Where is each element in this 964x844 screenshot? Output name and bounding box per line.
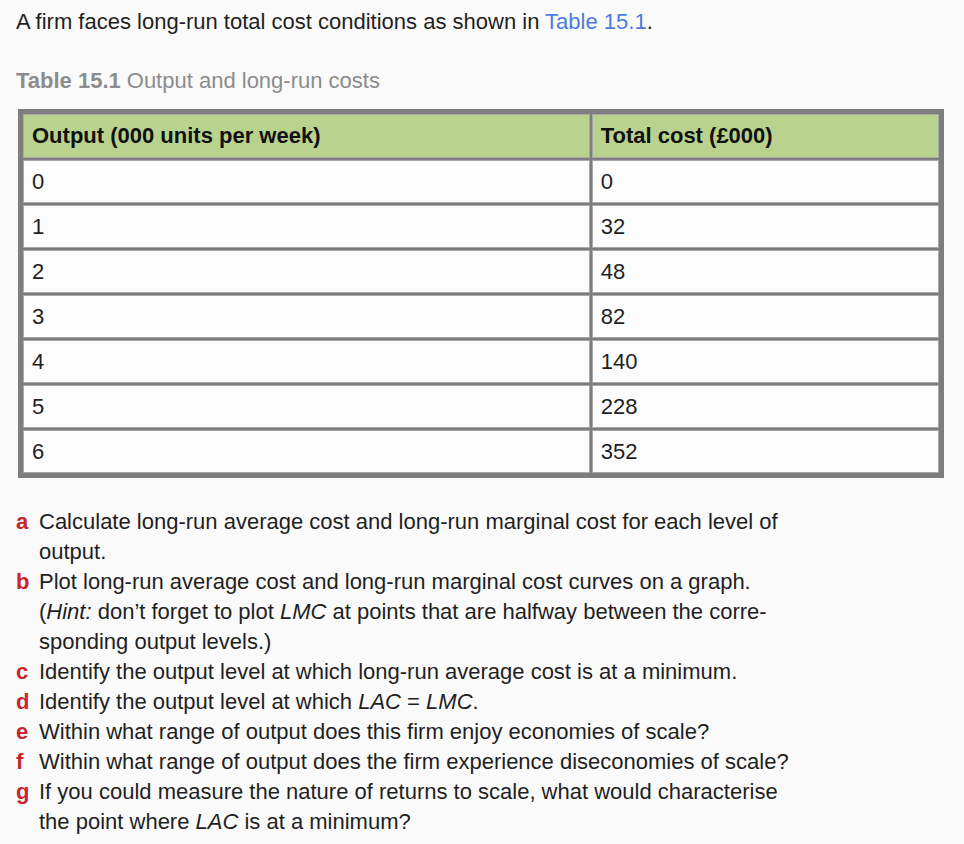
cost-cell: 228 — [592, 385, 939, 428]
question-letter: c — [16, 657, 28, 687]
text-segment: the point where — [39, 809, 196, 834]
question-text: Plot long-run average cost and long-run … — [39, 569, 767, 654]
costs-table: Output (000 units per week)Total cost (£… — [18, 109, 944, 478]
table-header-output: Output (000 units per week) — [23, 114, 590, 158]
output-cell: 2 — [23, 250, 590, 293]
question-text: Identify the output level at which long-… — [39, 659, 737, 684]
question-item-d: d Identify the output level at which LAC … — [16, 687, 948, 717]
output-cell: 0 — [23, 160, 590, 203]
cost-cell: 32 — [592, 205, 939, 248]
question-item-e: e Within what range of output does this f… — [16, 717, 948, 747]
text-segment: sponding output levels.) — [39, 629, 271, 654]
text-segment: A firm faces long-run total cost conditi… — [16, 9, 545, 34]
question-item-a: a Calculate long-run average cost and lon… — [16, 507, 948, 567]
table-row: 5228 — [23, 385, 939, 428]
text-segment: Calculate long-run average cost and long… — [39, 509, 778, 534]
text-segment: is at a minimum? — [238, 809, 410, 834]
text-segment: . — [473, 689, 479, 714]
question-item-c: c Identify the output level at which long… — [16, 657, 948, 687]
question-letter: d — [16, 687, 29, 717]
question-text: If you could measure the nature of retur… — [39, 779, 778, 834]
text-segment: at points that are halfway between the c… — [326, 599, 766, 624]
table-caption-number: Table 15.1 — [16, 68, 121, 93]
text-segment: . — [647, 9, 653, 34]
questions-list: a Calculate long-run average cost and lon… — [16, 507, 948, 837]
cost-cell: 82 — [592, 295, 939, 338]
cost-cell: 48 — [592, 250, 939, 293]
table-row: 4140 — [23, 340, 939, 383]
table-row: 6352 — [23, 430, 939, 473]
table-row: 248 — [23, 250, 939, 293]
output-cell: 6 — [23, 430, 590, 473]
italic-term: LMC — [280, 599, 326, 624]
italic-term: LMC — [426, 689, 472, 714]
table-caption-title: Output and long-run costs — [127, 68, 380, 93]
table-body: 00132248382414052286352 — [23, 160, 939, 473]
text-segment: = — [401, 689, 426, 714]
question-letter: a — [16, 507, 28, 537]
text-segment: output. — [39, 539, 106, 564]
question-text: Within what range of output does the fir… — [39, 749, 789, 774]
intro-text: A firm faces long-run total cost conditi… — [16, 9, 948, 35]
table-15-1-link[interactable]: Table 15.1 — [545, 9, 647, 34]
question-item-b: b Plot long-run average cost and long-run… — [16, 567, 948, 657]
table-row: 132 — [23, 205, 939, 248]
question-item-g: g If you could measure the nature of retu… — [16, 777, 948, 837]
output-cell: 4 — [23, 340, 590, 383]
page: A firm faces long-run total cost conditi… — [0, 0, 964, 844]
text-segment: If you could measure the nature of retur… — [39, 779, 778, 804]
question-text: Identify the output level at which LAC =… — [39, 689, 479, 714]
text-segment: Identify the output level at which long-… — [39, 659, 737, 684]
cost-cell: 352 — [592, 430, 939, 473]
cost-cell: 140 — [592, 340, 939, 383]
question-text: Within what range of output does this fi… — [39, 719, 709, 744]
table-header-row: Output (000 units per week)Total cost (£… — [23, 114, 939, 158]
question-item-f: f Within what range of output does the fi… — [16, 747, 948, 777]
italic-term: Hint: — [46, 599, 91, 624]
table-row: 382 — [23, 295, 939, 338]
question-letter: b — [16, 567, 29, 597]
output-cell: 5 — [23, 385, 590, 428]
text-segment: Plot long-run average cost and long-run … — [39, 569, 751, 594]
text-segment: don’t forget to plot — [92, 599, 280, 624]
text-segment: Within what range of output does the fir… — [39, 749, 789, 774]
table-header-cost: Total cost (£000) — [592, 114, 939, 158]
output-cell: 3 — [23, 295, 590, 338]
question-letter: e — [16, 717, 28, 747]
text-segment: Within what range of output does this fi… — [39, 719, 709, 744]
output-cell: 1 — [23, 205, 590, 248]
cost-cell: 0 — [592, 160, 939, 203]
text-segment: Identify the output level at which — [39, 689, 358, 714]
table-row: 00 — [23, 160, 939, 203]
question-letter: f — [16, 747, 23, 777]
question-text: Calculate long-run average cost and long… — [39, 509, 778, 564]
table-caption: Table 15.1Output and long-run costs — [16, 68, 948, 94]
question-letter: g — [16, 777, 29, 807]
italic-term: LAC — [358, 689, 401, 714]
italic-term: LAC — [196, 809, 239, 834]
